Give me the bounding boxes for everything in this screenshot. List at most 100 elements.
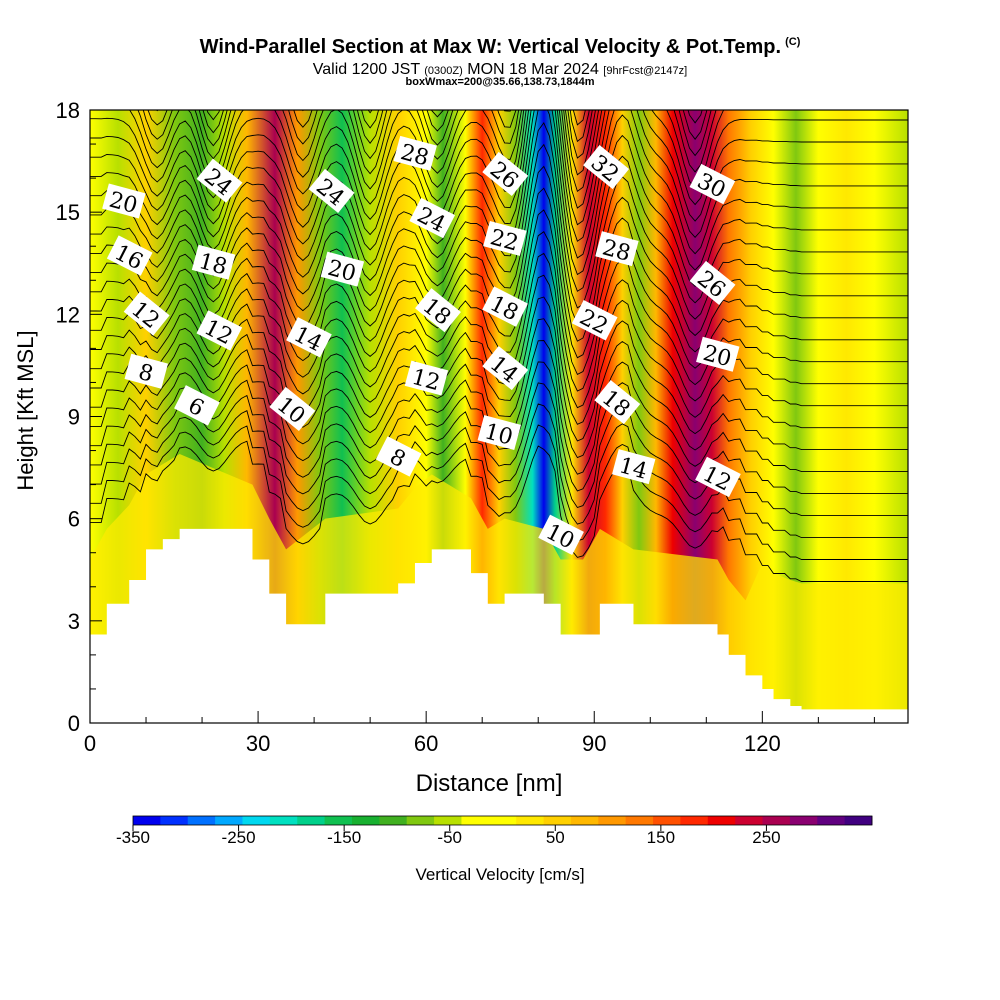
colorbar-swatch <box>351 816 380 825</box>
axis-ticks <box>89 109 875 724</box>
contour-label-box <box>409 197 456 239</box>
contour-label-box <box>106 235 153 276</box>
theta-contour-line-18 <box>90 110 908 259</box>
contour-label-box <box>124 353 169 389</box>
contour-label-box <box>191 244 236 280</box>
contour-label-box <box>696 336 740 372</box>
contour-label-18: 22 <box>483 220 527 257</box>
colorbar-tick-label: -50 <box>437 828 462 847</box>
colorbar-tick-label: -250 <box>222 828 256 847</box>
theta-contour-line-11 <box>90 209 908 376</box>
colorbar-swatch <box>488 816 517 825</box>
theta-contour-line-25 <box>147 110 708 147</box>
theta-contour-line-6 <box>90 318 908 459</box>
contour-label-box <box>196 158 243 203</box>
chart-title-text: Wind-Parallel Section at Max W: Vertical… <box>199 36 782 58</box>
contour-label-3: 8 <box>124 353 169 389</box>
colorbar-swatch <box>653 816 681 825</box>
colorbar-swatch <box>406 816 435 825</box>
valid-time: Valid 1200 JST <box>312 61 420 78</box>
contour-label-box <box>375 436 422 477</box>
colorbar-swatch <box>215 816 243 825</box>
valid-date: MON 18 Mar 2024 <box>467 61 599 78</box>
colorbar-label: Vertical Velocity [cm/s] <box>415 865 584 884</box>
valid-utc: (0300Z) <box>424 65 463 77</box>
theta-contour-line-22 <box>129 110 725 193</box>
contour-label-16: 8 <box>375 436 422 477</box>
contour-label-22: 10 <box>538 514 584 556</box>
colorbar-tick-label: 50 <box>546 828 565 847</box>
colorbar-tick-label: -350 <box>116 828 150 847</box>
x-tick-label: 120 <box>744 731 781 756</box>
contour-label-box <box>286 317 332 358</box>
colorbar-swatch <box>735 816 763 825</box>
colorbar-swatch <box>242 816 271 825</box>
colorbar-swatch <box>133 816 161 825</box>
theta-contour-line-24 <box>142 110 712 160</box>
y-tick-label: 3 <box>68 609 80 634</box>
contour-label-text: 8 <box>136 360 156 388</box>
contour-label-30: 20 <box>696 336 740 372</box>
colorbar-swatch <box>817 816 846 825</box>
contour-label-box <box>269 386 316 431</box>
colorbar-swatch <box>324 816 353 825</box>
contour-label-box <box>583 145 630 190</box>
contour-label-box <box>612 449 656 485</box>
contour-label-14: 18 <box>415 288 461 333</box>
contour-label-box <box>482 151 529 196</box>
colorbar-swatch <box>297 816 325 825</box>
contour-label-box <box>123 291 170 336</box>
colorbar-swatch <box>269 816 298 825</box>
colorbar-swatch <box>680 816 709 825</box>
theta-contour-line-7 <box>90 296 908 442</box>
contour-label-4: 6 <box>174 385 220 426</box>
contour-label-12: 28 <box>393 135 437 171</box>
valid-time-line: Valid 1200 JST (0300Z) MON 18 Mar 2024 [… <box>0 61 1000 79</box>
colorbar-swatch <box>187 816 216 825</box>
contour-label-box <box>689 260 736 305</box>
theta-contour-line-28 <box>90 76 908 107</box>
colorbar-swatch <box>461 816 490 825</box>
theta-contour-line-4 <box>90 361 908 495</box>
colorbar-swatch <box>707 816 736 825</box>
forecast-info: [9hrFcst@2147z] <box>603 65 688 77</box>
colorbar-swatch <box>516 816 544 825</box>
x-tick-label: 30 <box>246 731 270 756</box>
colorbar-swatch <box>543 816 572 825</box>
theta-contour-line-1 <box>90 424 908 560</box>
contour-label-box <box>174 385 220 426</box>
contour-label-box <box>483 220 527 256</box>
theta-contour-line-0 <box>90 440 908 582</box>
colorbar-swatch <box>844 816 873 825</box>
colorbar-tick-label: 250 <box>752 828 780 847</box>
contour-label-box <box>571 300 618 341</box>
theta-contour-line-8 <box>90 274 908 425</box>
x-tick-label: 60 <box>414 731 438 756</box>
theta-contour-line-2 <box>90 403 908 539</box>
contour-label-box <box>595 231 639 267</box>
colorbar-swatch <box>598 816 627 825</box>
colorbar-tick-label: 150 <box>647 828 675 847</box>
contour-label-box <box>393 135 437 171</box>
contour-label-0: 20 <box>102 183 146 219</box>
contour-label-box <box>538 514 584 556</box>
terrain <box>90 528 908 723</box>
contour-label-box <box>482 286 528 327</box>
contour-label-box <box>482 345 529 391</box>
chart-title: Wind-Parallel Section at Max W: Vertical… <box>0 36 1000 59</box>
colorbar-swatch <box>570 816 599 825</box>
contour-label-box <box>415 288 461 333</box>
colorbar-swatch <box>379 816 408 825</box>
y-tick-label: 15 <box>56 200 80 225</box>
colorbar-swatch <box>434 816 462 825</box>
y-tick-label: 18 <box>56 98 80 123</box>
colorbar: -350 -250 -150 -50 50 150 250 Vertical Velocity… <box>116 815 873 884</box>
x-tick-label: 90 <box>582 731 606 756</box>
y-tick-label: 0 <box>68 711 80 736</box>
x-axis-label: Distance [nm] <box>416 770 563 797</box>
colorbar-swatch <box>789 816 818 825</box>
contour-label-27: 14 <box>612 449 656 485</box>
contour-label-9: 20 <box>320 251 365 287</box>
colorbar-swatch <box>160 816 189 825</box>
